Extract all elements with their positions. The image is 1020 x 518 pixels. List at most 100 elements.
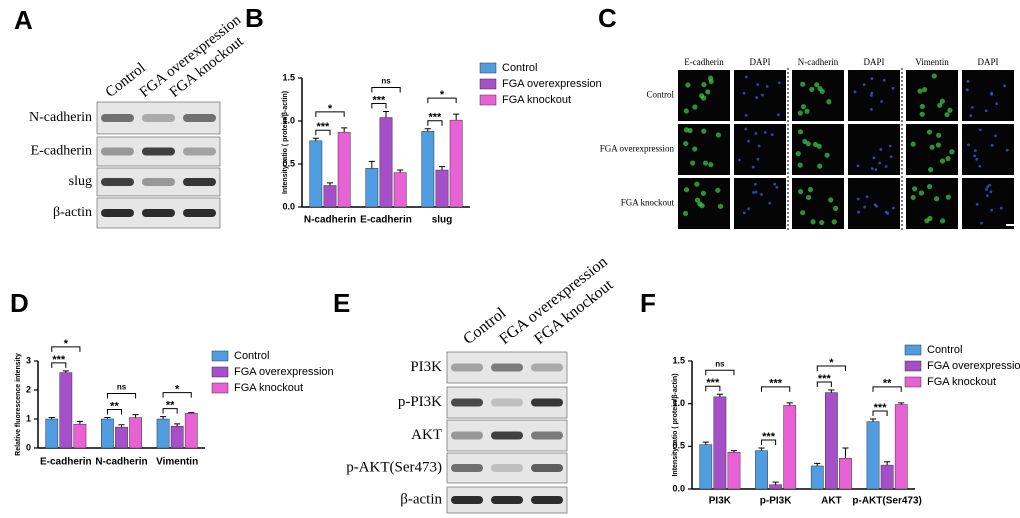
if-cell: [814, 82, 820, 88]
if-cell: [975, 202, 979, 206]
if-cell: [926, 183, 933, 190]
legend-swatch: [904, 360, 922, 372]
x-tick-label: N-cadherin: [95, 457, 147, 468]
if-cell: [1005, 148, 1009, 152]
if-cell: [692, 146, 698, 152]
if-cell: [980, 221, 983, 225]
legend-swatch: [479, 78, 497, 90]
if-cell: [985, 194, 989, 198]
bar: [755, 450, 768, 490]
error-bar: [898, 402, 905, 405]
significance-label: ***: [372, 94, 386, 106]
if-cell: [934, 196, 940, 202]
if-cell: [708, 78, 714, 85]
if-cell: [773, 182, 777, 186]
bar: [727, 452, 741, 490]
significance-label: ***: [706, 377, 720, 389]
if-cell: [986, 185, 990, 189]
significance-bracket: [315, 111, 345, 117]
significance-bracket: [51, 346, 81, 352]
significance-label: *: [829, 357, 834, 369]
if-cell: [856, 164, 860, 168]
if-cell: [754, 132, 758, 135]
y-tick-label: 3: [26, 355, 31, 365]
if-cell: [690, 160, 696, 166]
panel-label: F: [640, 288, 656, 318]
blot-band: [491, 363, 523, 372]
if-cell: [744, 114, 748, 117]
y-tick-label: 1.0: [672, 398, 685, 408]
if-cell: [751, 165, 755, 169]
if-cell: [756, 83, 760, 86]
if-cell: [682, 210, 689, 217]
bar: [824, 392, 838, 490]
if-cell: [974, 149, 977, 153]
if-cell: [978, 128, 982, 132]
blot-band: [142, 178, 175, 186]
if-cell: [705, 89, 711, 95]
if-cell: [889, 155, 893, 159]
bar: [839, 458, 852, 490]
bar: [129, 417, 142, 449]
bar: [894, 404, 908, 490]
blot-band: [451, 363, 483, 372]
significance-label: **: [883, 378, 892, 390]
if-cell: [910, 194, 916, 201]
if-cell: [919, 103, 925, 110]
if-cell: [819, 219, 825, 226]
if-cell: [768, 201, 772, 205]
y-axis-label: Intensity ratio ( protein/β-actin): [672, 373, 679, 476]
significance-bracket: [51, 362, 67, 368]
blot-band: [491, 496, 523, 504]
significance-bracket: [106, 393, 137, 399]
y-axis-label: Intensity ratio ( protein/β-actin): [282, 91, 289, 194]
if-cell: [802, 138, 808, 145]
scale-bar: [1006, 224, 1014, 226]
if-cell: [742, 211, 746, 215]
blot-band: [142, 147, 175, 156]
if-cell: [831, 219, 837, 225]
y-tick-label: 1.5: [672, 355, 685, 365]
if-cell: [936, 132, 942, 138]
legend-label: Control: [502, 62, 537, 74]
legend-label: FGA overexpression: [927, 360, 1020, 372]
if-column-label: DAPI: [749, 57, 770, 67]
if-cell: [700, 190, 706, 196]
if-cell: [699, 203, 705, 209]
if-cell: [775, 185, 779, 189]
legend-swatch: [479, 62, 497, 74]
blot-band: [531, 464, 563, 472]
significance-label: ***: [762, 431, 776, 443]
legend-swatch: [479, 94, 497, 106]
bar: [323, 185, 337, 208]
if-cell: [694, 181, 700, 187]
if-cell: [747, 207, 751, 211]
if-cell: [969, 114, 973, 118]
bar: [73, 423, 87, 449]
if-cell: [944, 112, 950, 118]
significance-bracket: [761, 386, 791, 392]
if-cell: [777, 113, 780, 117]
if-cell: [935, 142, 941, 148]
bar: [115, 426, 128, 449]
legend-label: FGA overexpression: [234, 366, 334, 378]
if-cell: [994, 134, 997, 138]
x-tick-label: p-PI3K: [760, 496, 792, 507]
x-tick-label: AKT: [821, 496, 842, 507]
bar: [59, 372, 73, 449]
significance-label: **: [166, 400, 175, 412]
if-column-label: N-cadherin: [798, 57, 839, 67]
legend-label: Control: [234, 350, 269, 362]
blot-band: [183, 209, 216, 217]
blot-row-label: p-AKT(Ser473): [346, 459, 442, 475]
significance-label: *: [440, 89, 445, 101]
significance-label: ***: [874, 402, 888, 414]
bar: [309, 140, 323, 208]
if-row-label: FGA overexpression: [600, 144, 675, 154]
if-cell: [978, 164, 982, 168]
legend-label: FGA overexpression: [502, 78, 602, 90]
if-cell: [931, 73, 937, 79]
error-bar: [786, 402, 793, 406]
error-bar: [368, 160, 375, 169]
if-cell: [947, 107, 953, 113]
